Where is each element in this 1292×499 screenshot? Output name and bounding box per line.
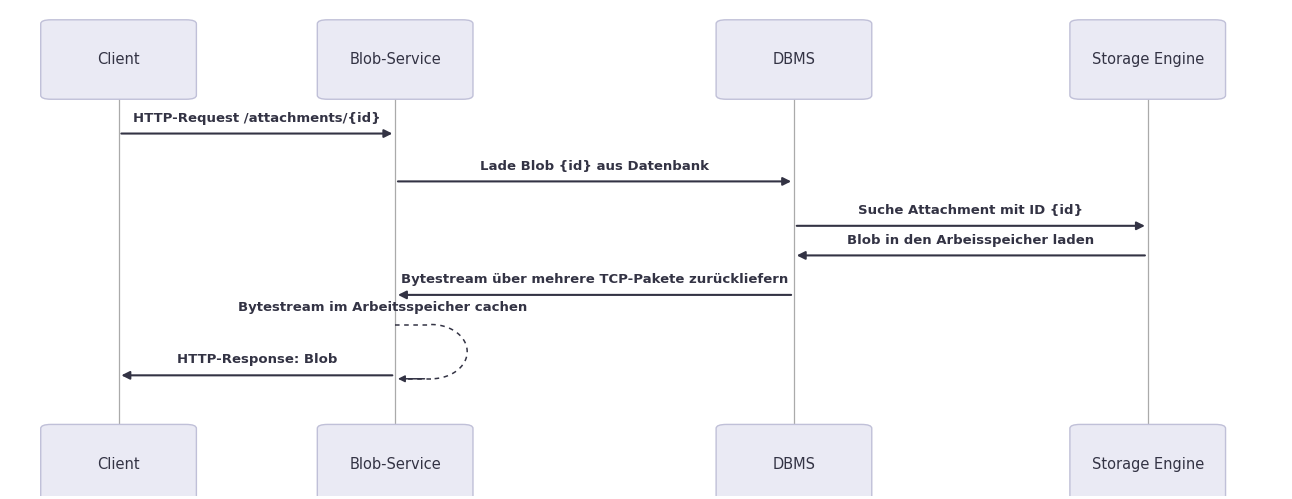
Text: Client: Client: [97, 52, 140, 67]
Text: Bytestream über mehrere TCP-Pakete zurückliefern: Bytestream über mehrere TCP-Pakete zurüc…: [401, 273, 788, 286]
Text: Storage Engine: Storage Engine: [1092, 52, 1204, 67]
Text: Storage Engine: Storage Engine: [1092, 457, 1204, 472]
Text: Blob-Service: Blob-Service: [349, 52, 441, 67]
Text: Lade Blob {id} aus Datenbank: Lade Blob {id} aus Datenbank: [481, 160, 709, 173]
Text: Blob-Service: Blob-Service: [349, 457, 441, 472]
FancyBboxPatch shape: [716, 20, 872, 99]
Text: Client: Client: [97, 457, 140, 472]
Text: DBMS: DBMS: [773, 457, 815, 472]
Text: DBMS: DBMS: [773, 52, 815, 67]
Text: HTTP-Request /attachments/{id}: HTTP-Request /attachments/{id}: [133, 112, 381, 125]
FancyBboxPatch shape: [716, 425, 872, 499]
FancyBboxPatch shape: [318, 425, 473, 499]
Text: Blob in den Arbeisspeicher laden: Blob in den Arbeisspeicher laden: [848, 234, 1094, 247]
Text: Bytestream im Arbeitsspeicher cachen: Bytestream im Arbeitsspeicher cachen: [238, 301, 527, 314]
FancyBboxPatch shape: [318, 20, 473, 99]
FancyBboxPatch shape: [41, 20, 196, 99]
FancyBboxPatch shape: [41, 425, 196, 499]
Text: HTTP-Response: Blob: HTTP-Response: Blob: [177, 353, 337, 366]
Text: Suche Attachment mit ID {id}: Suche Attachment mit ID {id}: [858, 204, 1083, 217]
FancyBboxPatch shape: [1070, 20, 1226, 99]
FancyBboxPatch shape: [1070, 425, 1226, 499]
